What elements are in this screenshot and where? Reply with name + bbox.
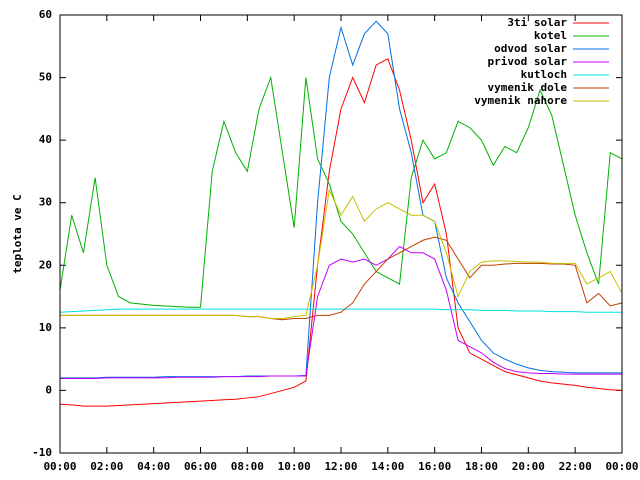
x-tick-label: 12:00 [324,460,357,473]
x-tick-label: 04:00 [137,460,170,473]
y-tick-label: 30 [39,196,52,209]
x-tick-label: 00:00 [43,460,76,473]
y-tick-label: 50 [39,71,52,84]
y-tick-label: 20 [39,258,52,271]
x-tick-label: 22:00 [559,460,592,473]
x-tick-label: 08:00 [231,460,264,473]
y-axis-label: teplota ve C [11,194,24,273]
y-tick-label: -10 [32,446,52,459]
x-tick-label: 10:00 [278,460,311,473]
series-line [59,75,623,308]
plot-frame [59,14,623,454]
legend-label: 3ti solar [507,16,567,29]
legend-label: privod solar [488,55,568,68]
series-line [59,58,623,407]
x-tick-label: 00:00 [605,460,638,473]
x-tick-label: 14:00 [371,460,404,473]
series-line [60,188,623,319]
x-tick-label: 20:00 [512,460,545,473]
y-tick-label: 40 [39,133,52,146]
legend-label: vymenik dole [488,81,568,94]
y-tick-label: 10 [39,321,52,334]
series-line [59,308,622,313]
x-tick-label: 06:00 [184,460,217,473]
legend-label: odvod solar [494,42,567,55]
legend-label: kotel [534,29,567,42]
legend-label: vymenik nahore [474,94,567,107]
series-line [60,245,622,380]
y-tick-label: 60 [39,8,52,21]
x-tick-label: 18:00 [465,460,498,473]
x-tick-label: 02:00 [90,460,123,473]
y-tick-label: 0 [45,383,52,396]
legend-label: kutloch [521,68,567,81]
x-tick-label: 16:00 [418,460,451,473]
series-line [60,20,622,379]
